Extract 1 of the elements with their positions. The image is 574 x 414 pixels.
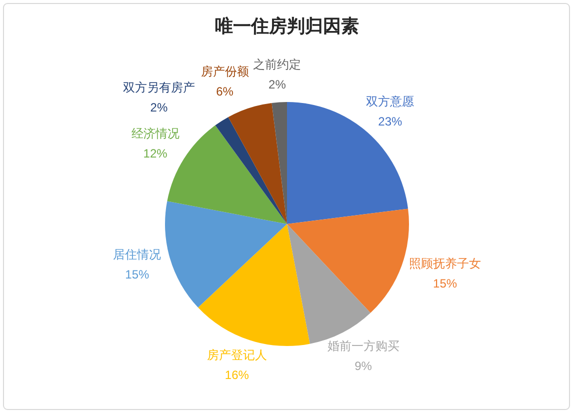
chart-title: 唯一住房判归因素: [215, 16, 359, 36]
